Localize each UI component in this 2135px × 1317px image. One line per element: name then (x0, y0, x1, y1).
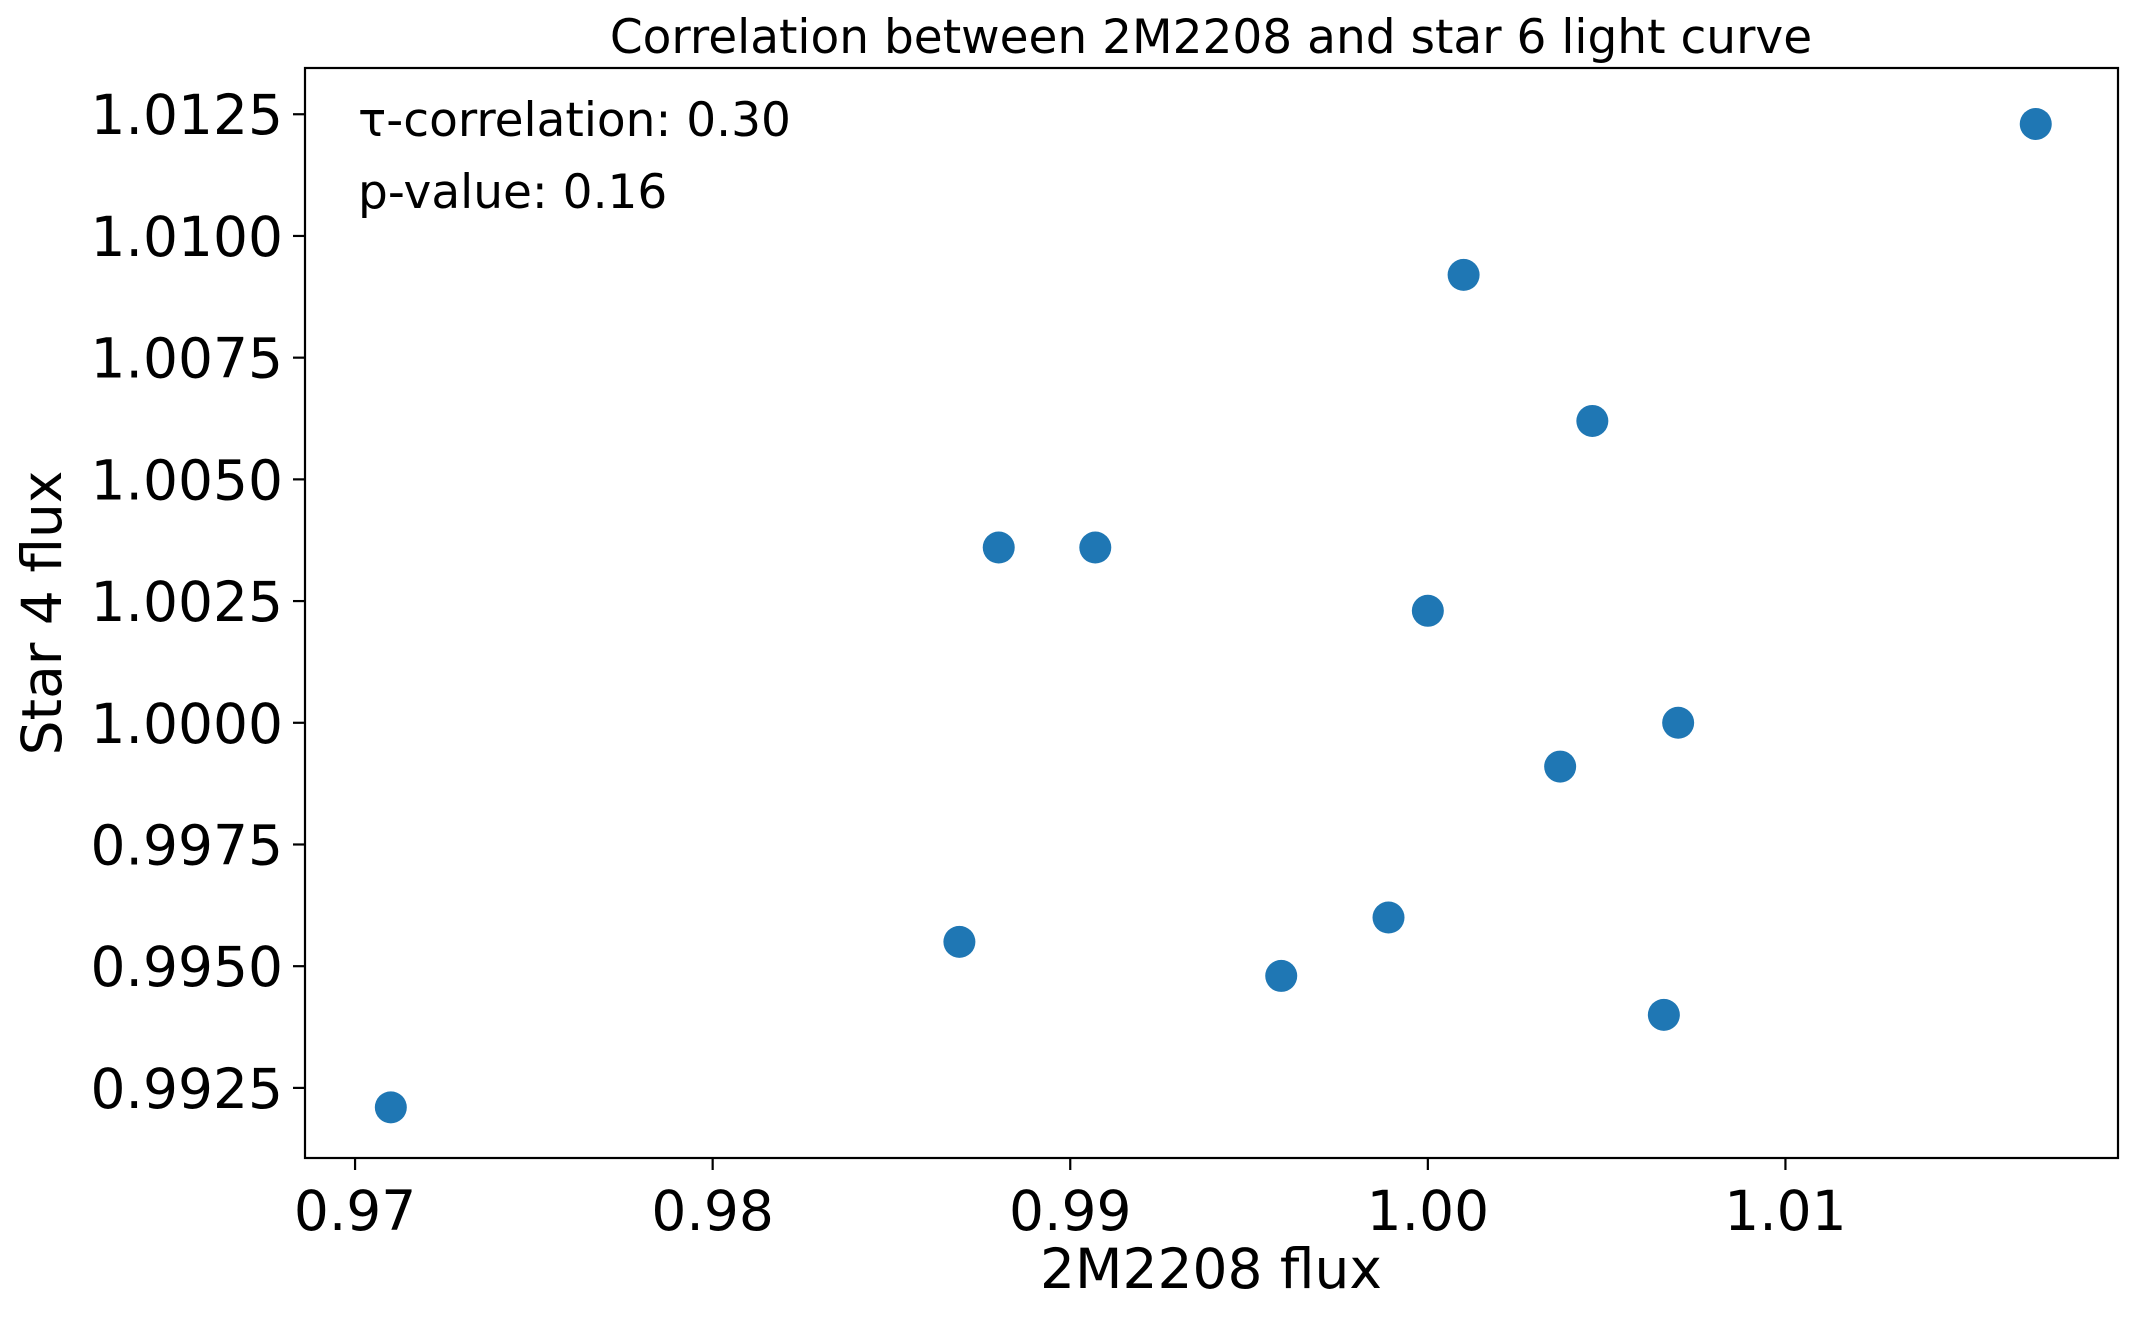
y-axis: 0.9925 0.9950 0.9975 1.0000 1.0025 1.0050 1.00… (91, 83, 305, 1121)
chart-title: Correlation between 2M2208 and star 6 li… (610, 10, 1812, 65)
data-point (1662, 706, 1695, 739)
data-point (1372, 901, 1405, 934)
y-axis-label: Star 4 flux (10, 471, 74, 756)
y-tick-label: 1.0100 (91, 205, 283, 269)
x-axis-label: 2M2208 flux (1040, 1237, 1382, 1301)
data-point (1079, 531, 1112, 564)
y-tick-label: 0.9925 (91, 1057, 283, 1121)
y-tick-label: 1.0050 (91, 448, 283, 512)
data-point (1647, 998, 1680, 1031)
x-tick-label: 0.98 (651, 1179, 773, 1243)
data-point (1265, 959, 1298, 992)
data-point (1544, 750, 1577, 783)
p-value-annotation: p-value: 0.16 (358, 165, 667, 220)
y-tick-label: 0.9950 (91, 935, 283, 999)
y-tick-label: 1.0075 (91, 327, 283, 391)
x-axis: 0.97 0.98 0.99 1.00 1.01 (294, 1158, 1847, 1243)
x-tick-label: 1.01 (1724, 1179, 1846, 1243)
y-tick-label: 1.0025 (91, 570, 283, 634)
data-points (374, 107, 2052, 1124)
data-point (374, 1091, 407, 1124)
data-point (982, 531, 1015, 564)
data-point (2019, 107, 2052, 140)
y-tick-label: 1.0125 (91, 83, 283, 147)
tau-correlation-annotation: τ-correlation: 0.30 (358, 93, 791, 148)
y-tick-label: 0.9975 (91, 813, 283, 877)
data-point (1447, 258, 1480, 291)
plot-frame (303, 66, 2120, 1160)
x-tick-label: 0.97 (294, 1179, 416, 1243)
data-point (1576, 404, 1609, 437)
data-point (1411, 594, 1444, 627)
y-tick-label: 1.0000 (91, 692, 283, 756)
data-point (943, 925, 976, 958)
x-tick-label: 0.99 (1009, 1179, 1131, 1243)
x-tick-label: 1.00 (1367, 1179, 1489, 1243)
